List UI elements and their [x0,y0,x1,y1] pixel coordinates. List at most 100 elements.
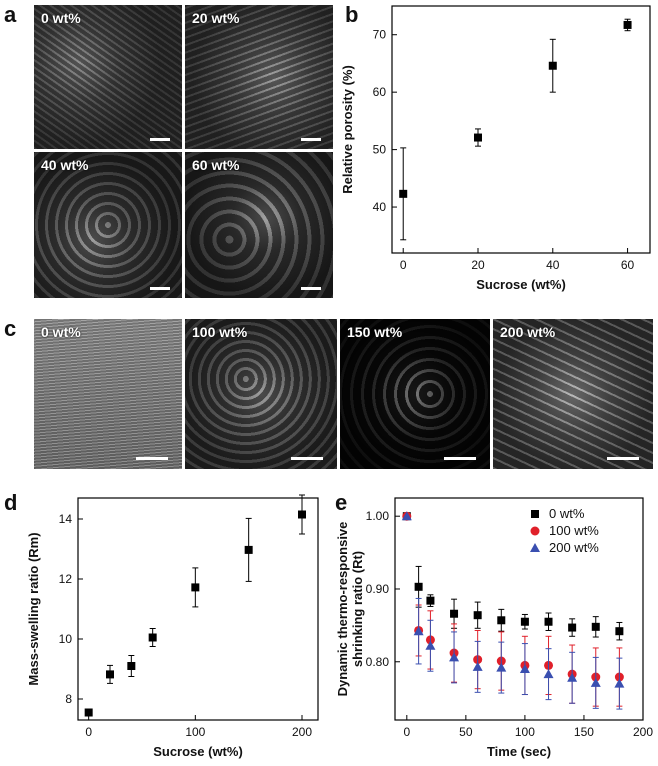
data-point [106,670,114,679]
data-point [591,622,600,631]
data-point [472,661,483,671]
y-tick-label: 50 [373,143,387,157]
y-tick-label: 70 [373,28,387,42]
sem-image-label: 0 wt% [41,10,81,26]
sem-image-label: 0 wt% [41,324,81,340]
data-point [519,664,530,674]
panel-d-label: d [4,490,18,515]
sem-image-a-0: 0 wt% [33,4,183,150]
legend-marker [530,526,540,536]
data-point [496,656,506,666]
sem-image-c-3: 200 wt% [492,318,654,470]
panel-b-label: b [345,2,359,27]
y-tick-label: 12 [59,572,73,586]
y-tick-label: 40 [373,200,387,214]
sem-image-a-1: 20 wt% [184,4,334,150]
scale-bar [607,457,639,460]
x-tick-label: 150 [574,725,594,739]
x-tick-label: 200 [633,725,653,739]
scale-bar [150,287,170,290]
panel-a-label: a [4,2,17,27]
data-point [414,582,423,591]
legend: 0 wt% 100 wt% 200 wt% [530,506,599,555]
data-point [402,511,412,521]
y-axis-label: Mass-swelling ratio (Rm) [26,532,41,685]
data-point [548,61,557,70]
data-point [298,510,306,519]
sem-image-a-3: 60 wt% [184,151,334,299]
chart-b-group: 0 20 40 60 40 50 60 70 Sucrose (wt%) Relative por… [340,5,651,292]
data-point [450,609,459,618]
y-tick-label: 8 [65,692,72,706]
legend-marker [531,510,539,518]
x-axis-label: Sucrose (wt%) [476,277,566,292]
x-tick-label: 50 [459,725,473,739]
sem-image-label: 100 wt% [192,324,248,340]
data-point [544,617,553,626]
plot-frame [391,5,651,254]
chart-d-group: 0 100 200 8 10 12 14 Sucrose (wt%) Mass-swelling… [26,494,319,759]
data-point [568,623,577,632]
data-point [590,677,601,687]
sem-image-label: 40 wt% [41,157,89,173]
data-point [623,20,632,29]
data-point [401,511,412,521]
x-tick-label: 0 [403,725,410,739]
data-point [426,596,435,605]
y-axis-label: shrinking ratio (Rt) [350,551,365,667]
data-point [614,678,625,688]
legend-label: 0 wt% [549,506,585,521]
data-point [614,672,624,682]
y-tick-label: 0.80 [366,655,390,669]
data-point [591,672,601,682]
panel-e-label: e [335,490,348,515]
legend-label: 200 wt% [549,540,599,555]
data-point [615,627,624,636]
scale-bar [301,138,321,141]
data-point [567,672,578,682]
series-0 [399,18,632,241]
data-point [449,652,460,662]
data-point [520,660,530,670]
y-tick-label: 14 [59,512,73,526]
data-point [414,625,424,635]
x-tick-label: 0 [400,258,407,272]
data-point [425,635,435,645]
data-point [148,633,157,642]
series-0 [84,494,306,717]
sem-image-label: 150 wt% [347,324,403,340]
x-tick-label: 60 [621,258,635,272]
series-0 [402,512,624,641]
x-tick-label: 200 [292,725,312,739]
sem-image-label: 60 wt% [192,157,240,173]
scale-bar [136,457,168,460]
x-tick-label: 100 [185,725,205,739]
y-axis-label: Relative porosity (%) [340,65,355,194]
x-tick-label: 100 [515,725,535,739]
legend-marker [530,543,540,552]
plot-frame [394,497,644,721]
data-point [399,189,408,198]
x-tick-label: 40 [546,258,560,272]
data-point [544,660,554,670]
sem-image-a-2: 40 wt% [33,151,183,299]
chart-e-group: 0 50 100 150 200 0.80 0.90 1.00 Time (sec) Dynami… [335,497,653,759]
scale-bar [301,287,321,290]
y-tick-label: 60 [373,85,387,99]
data-point [402,512,411,521]
data-point [84,708,93,717]
data-point [244,545,253,554]
data-point [413,626,424,636]
data-point [449,648,459,658]
sem-image-c-1: 100 wt% [184,318,338,470]
sem-image-c-0: 0 wt% [33,318,183,470]
x-tick-label: 20 [471,258,485,272]
data-point [474,133,482,142]
scale-bar [150,138,170,141]
legend-label: 100 wt% [549,523,599,538]
series-1 [402,511,624,707]
sem-image-c-2: 150 wt% [339,318,491,470]
y-tick-label: 10 [59,632,73,646]
scale-bar [291,457,323,460]
sem-image-label: 200 wt% [500,324,556,340]
